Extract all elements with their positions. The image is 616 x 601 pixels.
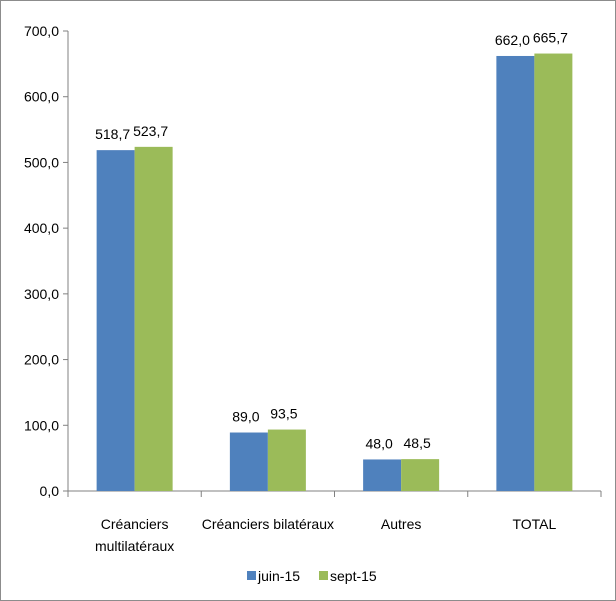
x-tick-label: TOTAL [512,516,556,532]
bar [496,55,535,491]
legend: juin-15 sept-15 [247,568,377,584]
legend-label: sept-15 [330,568,377,584]
x-tick-label: Créanciers [101,516,169,532]
bar [229,432,268,491]
chart-bars [96,53,573,491]
y-tick-label: 0,0 [40,483,60,499]
data-label: 89,0 [232,409,259,425]
data-label: 665,7 [533,30,568,46]
bar [363,459,402,491]
data-label: 93,5 [270,406,297,422]
legend-swatch [247,571,256,580]
y-tick-label: 600,0 [24,89,59,105]
bar [534,53,573,491]
legend-swatch [319,571,328,580]
legend-label: juin-15 [257,568,300,584]
x-tick-label: multilatéraux [95,538,174,554]
data-label: 48,5 [404,435,431,451]
bar [401,459,440,491]
y-tick-label: 200,0 [24,352,59,368]
bar [96,150,135,491]
y-tick-label: 700,0 [24,23,59,39]
x-tick-label: Autres [381,516,421,532]
y-tick-label: 500,0 [24,154,59,170]
category-labels: Créanciers multilatéraux Créanciers bilaté… [95,516,557,554]
data-label: 518,7 [95,126,130,142]
x-tick-label: Créanciers bilatéraux [202,516,334,532]
y-tick-label: 300,0 [24,286,59,302]
y-tick-label: 100,0 [24,417,59,433]
data-label: 662,0 [495,32,530,48]
data-label: 48,0 [366,435,393,451]
y-tick-label: 400,0 [24,220,59,236]
bar [267,429,306,491]
y-axis-ticks: 0,0 100,0 200,0 300,0 400,0 500,0 600,0 700,0 [24,23,68,499]
data-label: 523,7 [133,123,168,139]
data-labels: 518,7 523,7 89,0 93,5 48,0 48,5 662,0 665,7 [95,30,568,452]
bar [134,146,173,491]
